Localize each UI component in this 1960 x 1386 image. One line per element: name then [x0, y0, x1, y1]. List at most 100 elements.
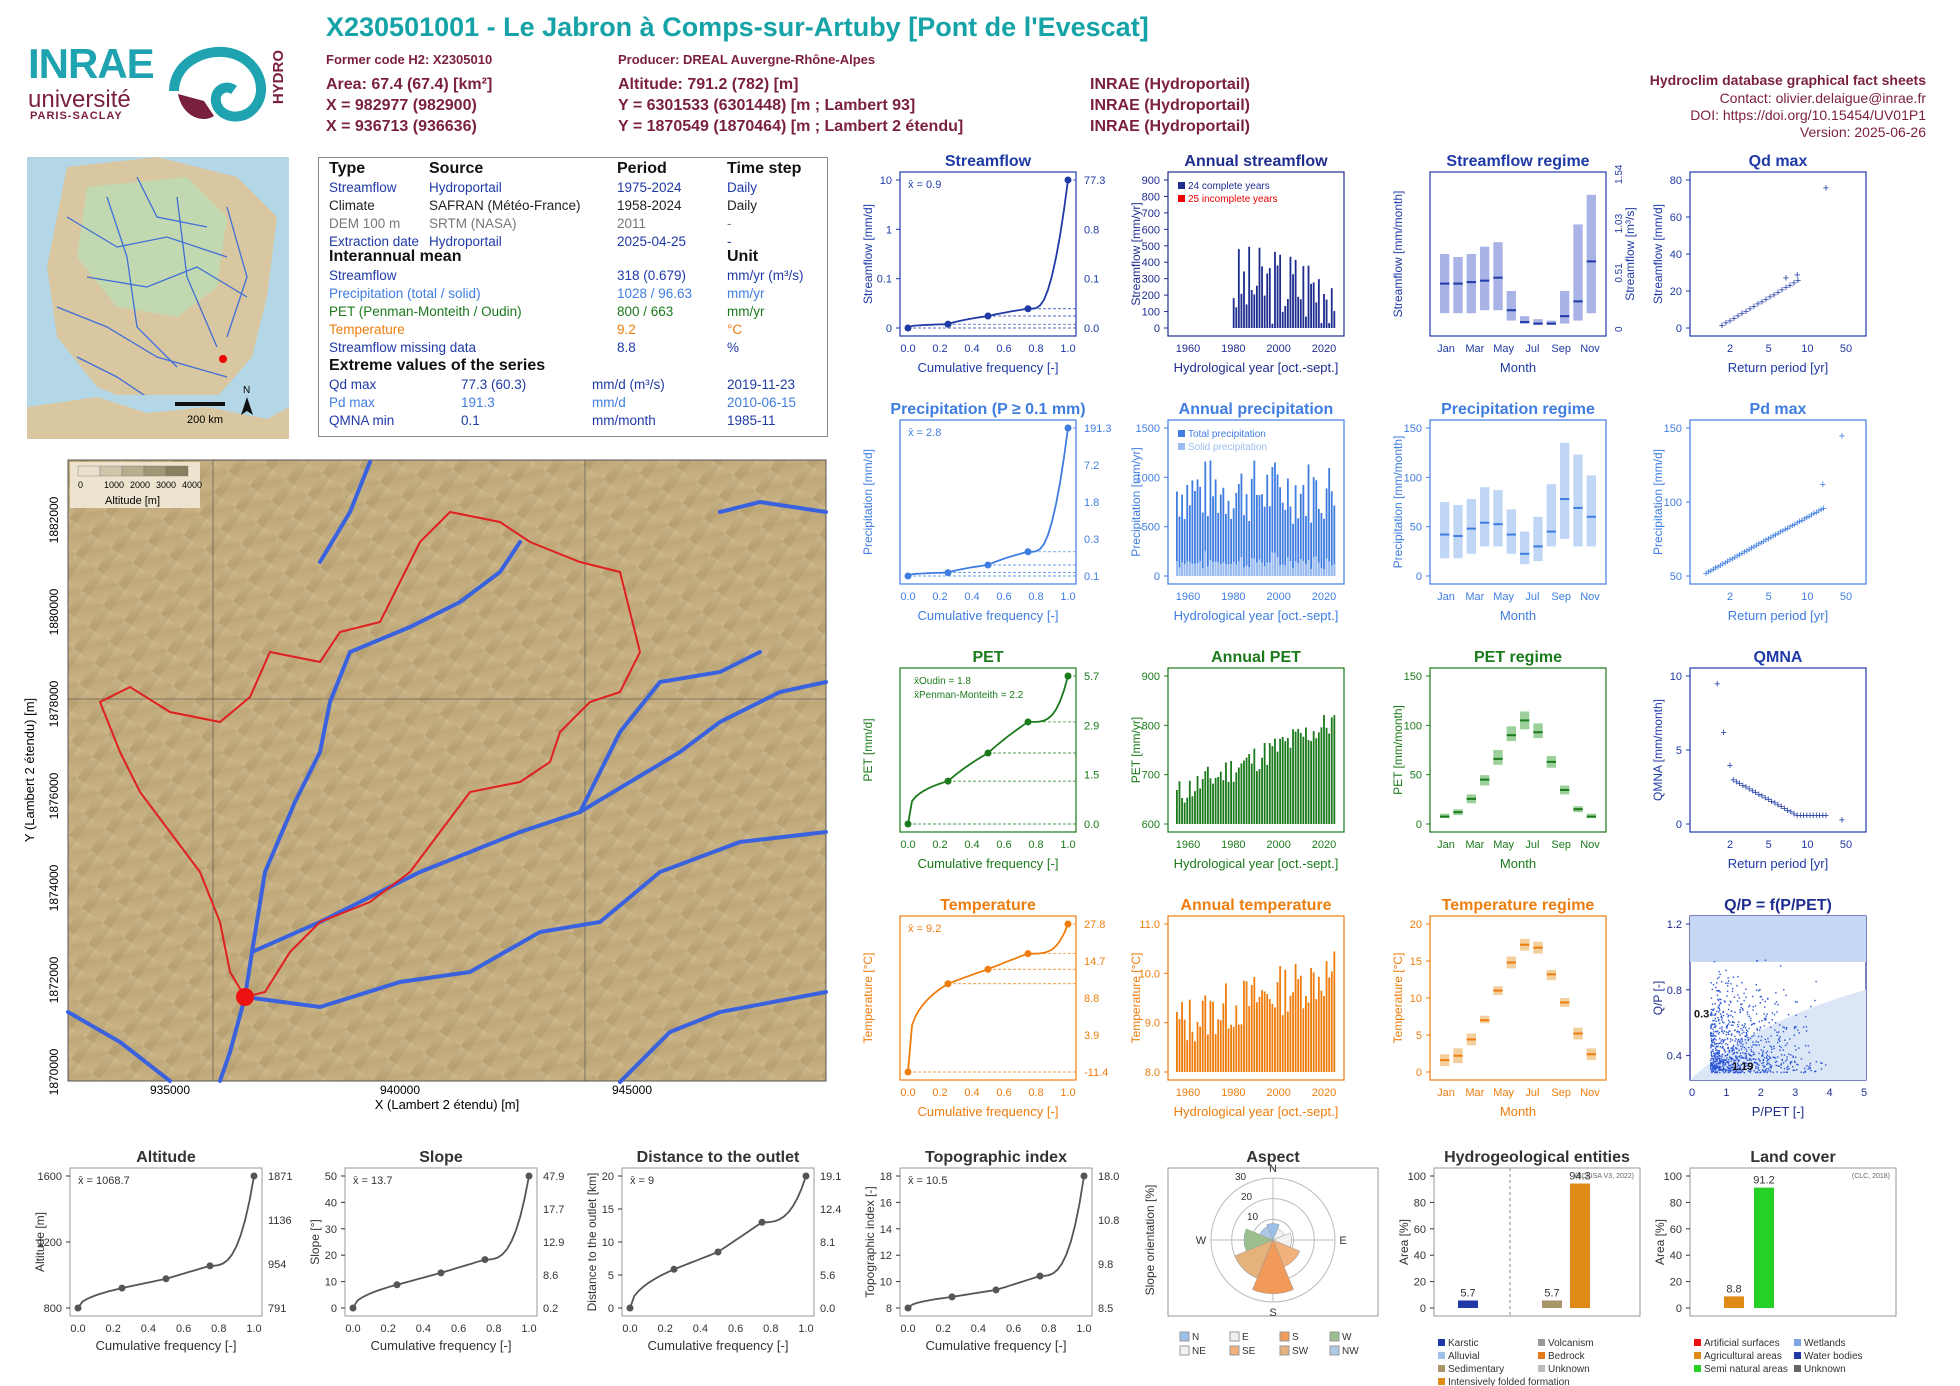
- chart-title: Land cover: [1750, 1149, 1835, 1166]
- annual-bar: [1230, 1024, 1232, 1072]
- qp-point: [1728, 1064, 1730, 1067]
- annual-bar: [1256, 771, 1258, 824]
- annual-bar: [1279, 487, 1282, 576]
- chart-xtick: Nov: [1580, 1087, 1600, 1099]
- legend-swatch: [1229, 1345, 1240, 1356]
- database-name: Hydroclim database graphical fact sheets: [1649, 72, 1926, 88]
- annual-bar: [1248, 754, 1251, 824]
- annual-bar-solid: [1320, 568, 1323, 576]
- qp-point: [1740, 1069, 1742, 1072]
- qp-label: 0.3: [1694, 1009, 1709, 1021]
- qp-point: [1727, 1047, 1729, 1049]
- qp-point: [1776, 1041, 1779, 1044]
- annual-bar: [1212, 1001, 1214, 1072]
- regime-box: [1466, 254, 1476, 314]
- annual-bar: [1302, 266, 1305, 328]
- qp-point: [1773, 1047, 1775, 1050]
- annual-bar-solid: [1227, 564, 1230, 576]
- mean-label: x̄ = 13.7: [353, 1175, 392, 1187]
- annual-bar: [1299, 732, 1302, 824]
- qp-point: [1722, 1040, 1725, 1042]
- qp-point: [1739, 1034, 1741, 1036]
- qp-point: [1729, 1071, 1731, 1073]
- annual-bar: [1292, 523, 1294, 576]
- annual-bar-solid: [1276, 557, 1279, 576]
- chart-xtick: Jul: [1525, 591, 1539, 603]
- rp-point: +: [1752, 787, 1758, 799]
- chart-ytick: 0.4: [1667, 1051, 1682, 1063]
- legend-swatch: [1178, 195, 1185, 202]
- chart-xlabel: Hydrological year [oct.-sept.]: [1174, 1104, 1339, 1119]
- rp-point: +: [1804, 810, 1810, 822]
- qp-point: [1718, 1004, 1721, 1006]
- qp-point: [1775, 1001, 1778, 1003]
- qp-point: [1724, 1062, 1726, 1064]
- qp-point: [1766, 1071, 1768, 1074]
- chart-ytick: 0.8: [1667, 985, 1682, 997]
- qp-point: [1743, 1046, 1746, 1049]
- right-label: 18.0: [1098, 1171, 1119, 1183]
- qp-point: [1762, 1061, 1765, 1064]
- doi-link[interactable]: DOI: https://doi.org/10.15454/UV01P1: [1690, 107, 1926, 123]
- chart-xtick: 0.0: [900, 343, 915, 355]
- qp-point: [1720, 1058, 1722, 1060]
- chart-ylabel: Area [%]: [1397, 1219, 1411, 1265]
- curve-point: [349, 1304, 357, 1312]
- qp-point: [1722, 1011, 1724, 1014]
- regime-box: [1560, 442, 1570, 539]
- curve-point: [118, 1284, 126, 1292]
- chart-ytick: 80: [1670, 1197, 1682, 1209]
- qp-point: [1711, 988, 1714, 991]
- qp-point: [1809, 1067, 1811, 1070]
- qp-point: [1792, 1069, 1795, 1072]
- chart-landcover: Land cover(CLC, 2018)Area [%]02040608010…: [1653, 1149, 1897, 1375]
- annual-bar: [1274, 1007, 1276, 1072]
- annual-bar: [1302, 1008, 1305, 1072]
- chart-ylabel: Altitude [m]: [33, 1212, 47, 1272]
- annual-bar: [1188, 780, 1191, 824]
- annual-bar: [1276, 982, 1279, 1072]
- qp-point: [1749, 1071, 1751, 1073]
- qp-point: [1720, 1015, 1723, 1017]
- qp-point: [1820, 1062, 1822, 1064]
- annual-bar: [1227, 500, 1230, 576]
- qp-point: [1721, 1046, 1723, 1049]
- qp-point: [1710, 1064, 1712, 1067]
- mean-value: 9.2: [617, 322, 636, 337]
- rp-point: +: [1714, 678, 1720, 690]
- chart-frame: [621, 1167, 815, 1317]
- qp-point: [1734, 1055, 1737, 1058]
- chart-xtick: May: [1493, 839, 1514, 851]
- qp-point: [1758, 1020, 1761, 1023]
- curve-line: [907, 923, 1069, 1073]
- annual-bar-solid: [1240, 557, 1243, 576]
- chart-xtick: 0.4: [964, 1087, 979, 1099]
- qp-point: [1772, 1056, 1774, 1058]
- qp-point: [1765, 1017, 1767, 1019]
- legend-label: Bedrock: [1548, 1351, 1586, 1362]
- annual-bar: [1302, 736, 1305, 824]
- qp-point: [1761, 1062, 1763, 1065]
- annual-bar: [1191, 1031, 1194, 1072]
- chart-ytick: 15: [1410, 956, 1422, 968]
- qp-point: [1731, 1021, 1734, 1023]
- qp-point: [1727, 977, 1729, 979]
- chart-ytick: 20: [1414, 1277, 1426, 1289]
- annual-bar: [1181, 798, 1183, 824]
- annual-bar-solid: [1196, 562, 1199, 576]
- annual-bar: [1294, 259, 1297, 328]
- rose-ring-label: 20: [1241, 1192, 1253, 1203]
- chart-ytick: 900: [1142, 175, 1160, 187]
- qp-point: [1710, 1038, 1713, 1040]
- rp-point: +: [1765, 794, 1771, 806]
- qp-point: [1729, 1065, 1731, 1067]
- qp-point: [1719, 1065, 1721, 1068]
- qp-point: [1715, 1069, 1717, 1071]
- qp-point: [1737, 1023, 1739, 1026]
- qp-point: [1793, 1069, 1796, 1071]
- annual-bar: [1240, 1024, 1243, 1072]
- qp-point: [1776, 1034, 1779, 1037]
- mean-name: Temperature: [329, 322, 405, 337]
- right-label: 12.9: [543, 1237, 564, 1249]
